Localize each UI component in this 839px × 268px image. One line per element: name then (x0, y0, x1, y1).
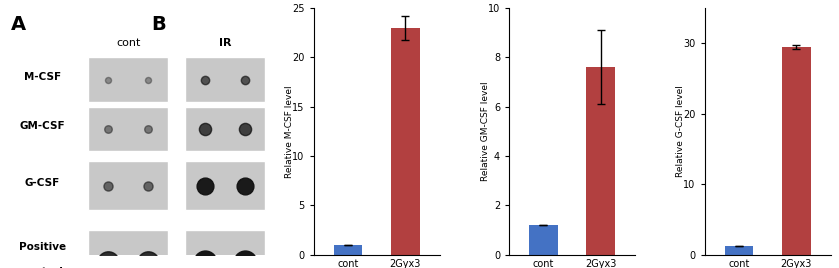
FancyBboxPatch shape (185, 57, 265, 102)
FancyBboxPatch shape (88, 107, 168, 151)
Text: IR: IR (219, 38, 232, 48)
Bar (529, 225, 558, 255)
Bar (586, 67, 615, 255)
Text: control: control (22, 267, 64, 268)
Bar (334, 245, 362, 255)
Text: M-CSF: M-CSF (24, 72, 61, 82)
Text: G-CSF: G-CSF (25, 178, 60, 188)
FancyBboxPatch shape (88, 161, 168, 210)
Y-axis label: Relative M-CSF level: Relative M-CSF level (285, 85, 294, 178)
Bar (391, 28, 420, 255)
Bar (725, 246, 753, 255)
Text: Positive: Positive (19, 242, 66, 252)
Bar (782, 47, 810, 255)
FancyBboxPatch shape (185, 107, 265, 151)
FancyBboxPatch shape (185, 230, 265, 268)
Text: B: B (151, 16, 166, 34)
Y-axis label: Relative GM-CSF level: Relative GM-CSF level (481, 81, 489, 181)
FancyBboxPatch shape (88, 57, 168, 102)
Y-axis label: Relative G-CSF level: Relative G-CSF level (676, 85, 685, 177)
FancyBboxPatch shape (185, 161, 265, 210)
FancyBboxPatch shape (88, 230, 168, 268)
Text: A: A (11, 16, 26, 34)
Text: GM-CSF: GM-CSF (20, 121, 65, 131)
Text: cont: cont (116, 38, 140, 48)
